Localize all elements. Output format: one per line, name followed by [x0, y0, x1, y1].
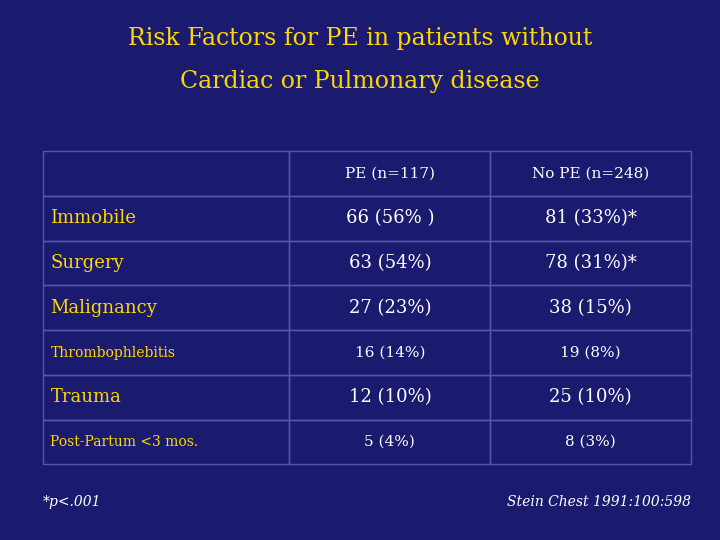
Bar — [43, 196, 289, 241]
Bar — [289, 420, 490, 464]
Text: 5 (4%): 5 (4%) — [364, 435, 415, 449]
Text: Stein Chest 1991:100:598: Stein Chest 1991:100:598 — [507, 495, 691, 509]
Text: PE (n=117): PE (n=117) — [345, 166, 435, 180]
Text: Trauma: Trauma — [50, 388, 121, 406]
Text: Risk Factors for PE in patients without: Risk Factors for PE in patients without — [128, 27, 592, 50]
Text: *p<.001: *p<.001 — [43, 495, 102, 509]
Bar — [43, 330, 289, 375]
Bar — [490, 151, 691, 196]
Bar — [289, 196, 490, 241]
Text: 81 (33%)*: 81 (33%)* — [545, 210, 636, 227]
Bar — [43, 241, 289, 286]
Text: 25 (10%): 25 (10%) — [549, 388, 632, 406]
Text: 27 (23%): 27 (23%) — [348, 299, 431, 317]
Bar — [43, 286, 289, 330]
Bar — [490, 241, 691, 286]
Bar — [490, 196, 691, 241]
Text: 19 (8%): 19 (8%) — [560, 346, 621, 360]
Text: Surgery: Surgery — [50, 254, 124, 272]
Text: 78 (31%)*: 78 (31%)* — [545, 254, 636, 272]
Text: 12 (10%): 12 (10%) — [348, 388, 431, 406]
Bar — [490, 375, 691, 420]
Text: Malignancy: Malignancy — [50, 299, 157, 317]
Text: 8 (3%): 8 (3%) — [565, 435, 616, 449]
Text: 38 (15%): 38 (15%) — [549, 299, 632, 317]
Text: Post-Partum <3 mos.: Post-Partum <3 mos. — [50, 435, 199, 449]
Bar — [490, 330, 691, 375]
Text: 16 (14%): 16 (14%) — [355, 346, 425, 360]
Text: 63 (54%): 63 (54%) — [348, 254, 431, 272]
Bar — [43, 375, 289, 420]
Bar — [43, 151, 289, 196]
Bar — [289, 286, 490, 330]
Bar — [289, 151, 490, 196]
Bar — [490, 286, 691, 330]
Text: Cardiac or Pulmonary disease: Cardiac or Pulmonary disease — [180, 70, 540, 93]
Bar — [289, 330, 490, 375]
Bar — [490, 420, 691, 464]
Bar — [43, 420, 289, 464]
Text: 66 (56% ): 66 (56% ) — [346, 210, 434, 227]
Text: No PE (n=248): No PE (n=248) — [532, 166, 649, 180]
Text: Immobile: Immobile — [50, 210, 136, 227]
Text: Thrombophlebitis: Thrombophlebitis — [50, 346, 176, 360]
Bar — [289, 241, 490, 286]
Bar — [289, 375, 490, 420]
